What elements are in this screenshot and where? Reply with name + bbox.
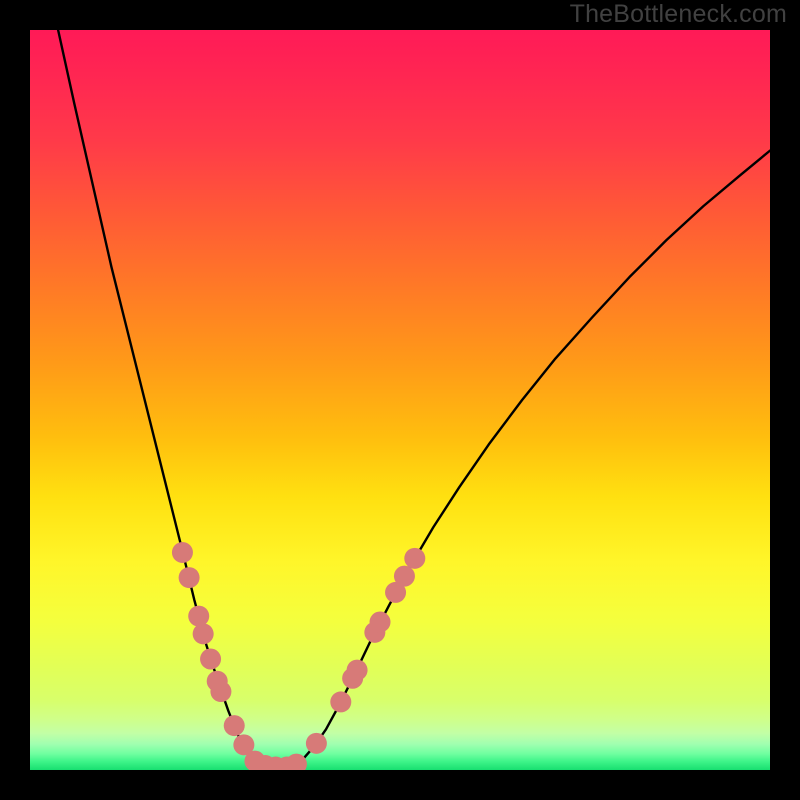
- marker-right: [330, 691, 351, 712]
- marker-right: [394, 566, 415, 587]
- marker-right: [306, 733, 327, 754]
- marker-right: [370, 612, 391, 633]
- marker-right: [347, 660, 368, 681]
- chart-container: TheBottleneck.com: [0, 0, 800, 800]
- marker-left: [172, 542, 193, 563]
- plot-svg: [30, 30, 770, 770]
- marker-right: [404, 548, 425, 569]
- watermark-label: TheBottleneck.com: [570, 0, 787, 29]
- marker-left: [188, 606, 209, 627]
- marker-left: [193, 623, 214, 644]
- marker-left: [210, 681, 231, 702]
- marker-left: [200, 649, 221, 670]
- gradient-background: [30, 30, 770, 770]
- plot-area: [30, 30, 770, 770]
- marker-left: [179, 567, 200, 588]
- marker-left: [224, 715, 245, 736]
